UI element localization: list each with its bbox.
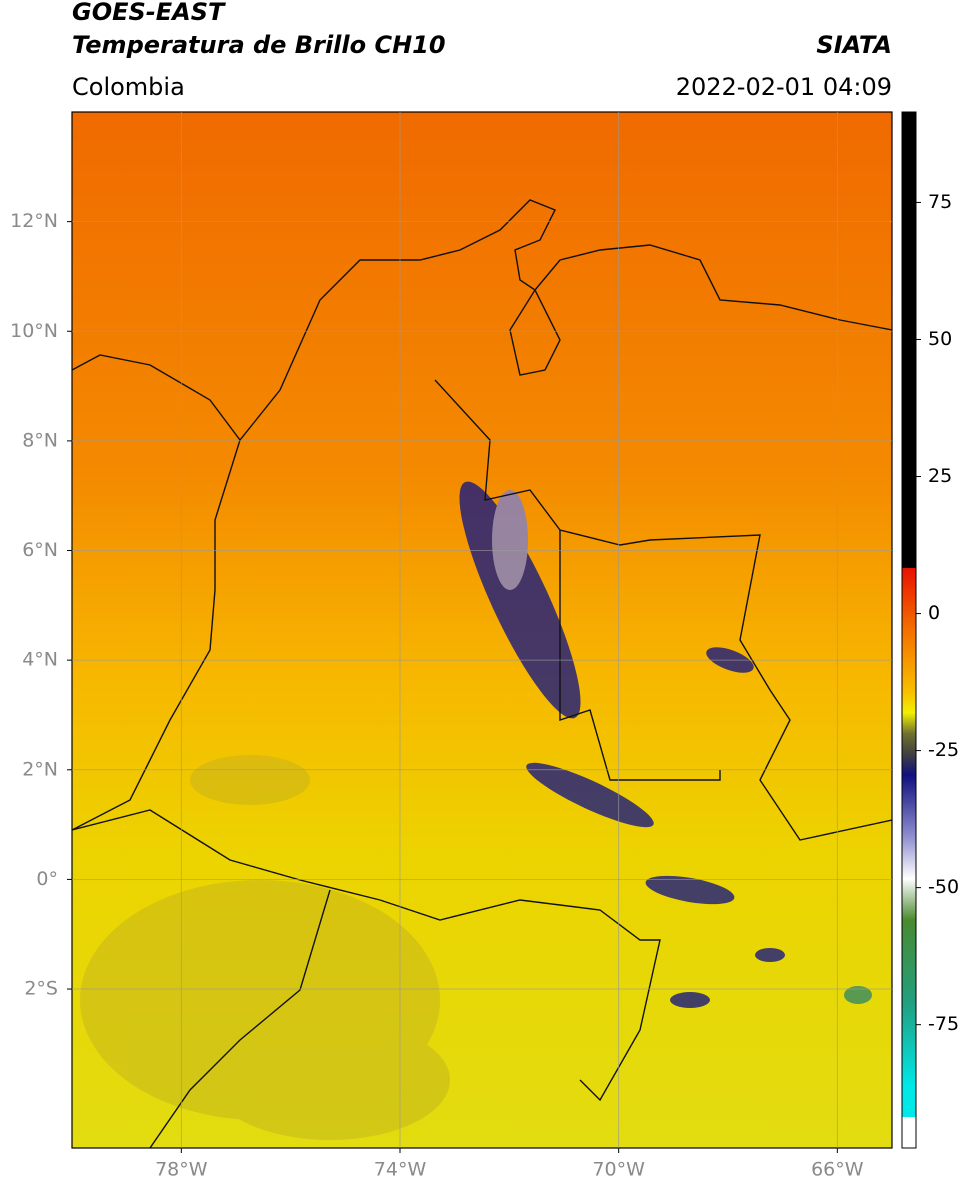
cloud-patches (80, 755, 450, 1140)
lat-tick-label: 12°N (10, 210, 58, 232)
lon-tick-label: 70°W (592, 1159, 645, 1181)
lat-tick-label: 2°N (22, 758, 58, 780)
colorbar-tick-label: 25 (928, 465, 952, 487)
coastline (72, 199, 892, 442)
colorbar-tick-label: 0 (928, 602, 940, 624)
lat-tick-label: 0° (36, 868, 58, 890)
lat-tick-label: 4°N (22, 649, 58, 671)
colorbar-tick-label: -25 (928, 739, 959, 761)
cold-clouds (459, 481, 785, 1008)
coastline (72, 439, 241, 831)
map-background (72, 112, 892, 1148)
lon-tick-label: 78°W (155, 1159, 208, 1181)
cold-spot (844, 986, 872, 1004)
lon-tick-label: 66°W (811, 1159, 864, 1181)
lat-tick-label: 6°N (22, 539, 58, 561)
source: SIATA (816, 31, 892, 59)
lat-tick-label: 8°N (22, 429, 58, 451)
colorbar-tick-label: 50 (928, 328, 952, 350)
colorbar-tick-label: 75 (928, 191, 952, 213)
border (72, 809, 661, 1102)
title: GOES-EAST (72, 0, 226, 26)
region: Colombia (72, 73, 185, 101)
lon-tick-label: 74°W (374, 1159, 427, 1181)
border (149, 889, 331, 1148)
datetime: 2022-02-01 04:09 (676, 73, 892, 101)
colorbar (901, 111, 917, 1149)
lat-tick-label: 2°S (24, 978, 58, 1000)
colorbar-tick-label: -50 (928, 876, 959, 898)
map-frame (71, 111, 893, 1149)
title: Temperatura de Brillo CH10 (72, 31, 446, 59)
map (72, 112, 892, 1148)
lat-tick-label: 10°N (10, 320, 58, 342)
border (559, 530, 721, 781)
colorbar-tick-label: -75 (928, 1013, 959, 1035)
